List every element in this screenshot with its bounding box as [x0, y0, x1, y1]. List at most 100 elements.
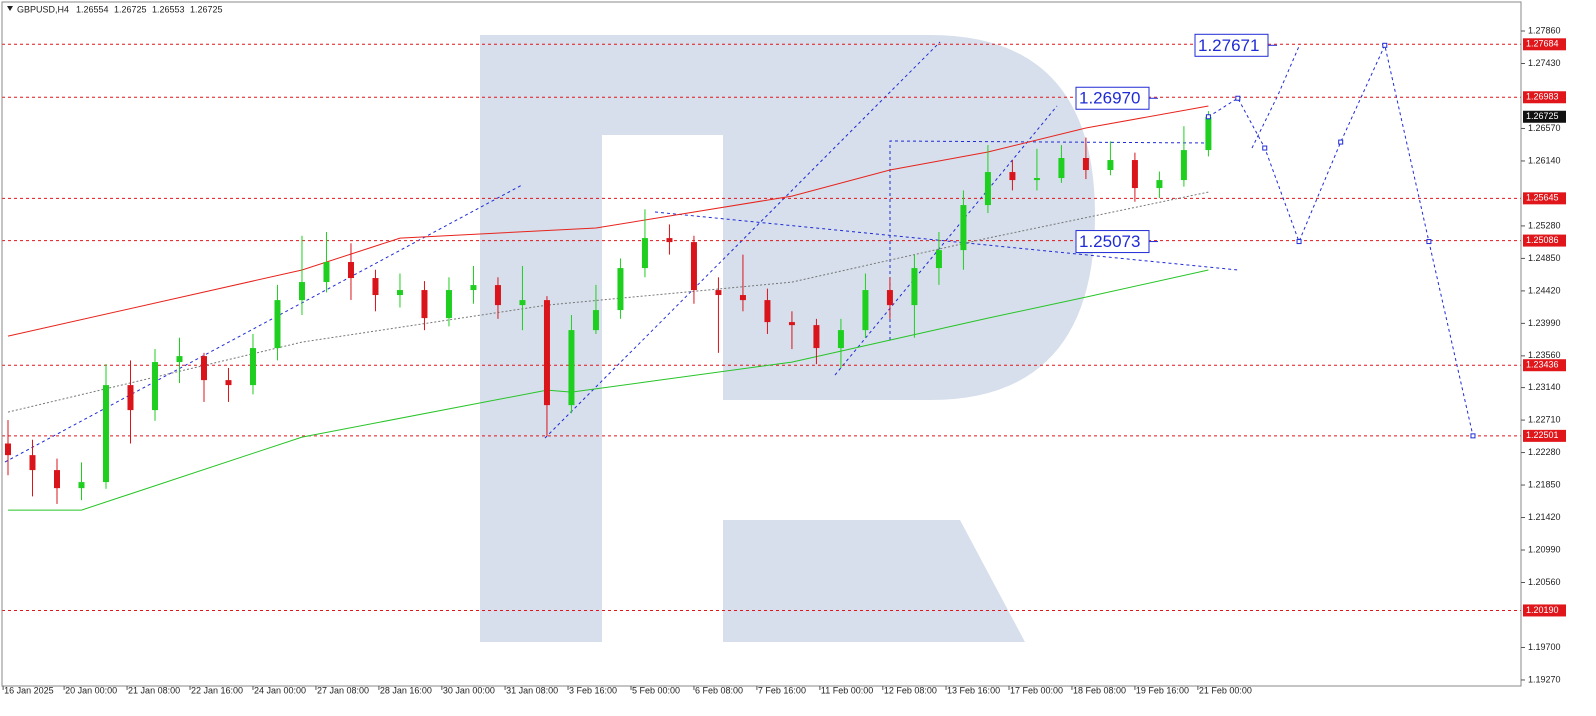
- plot-frame: [1, 1, 1522, 687]
- y-tick-label: 1.23990: [1528, 318, 1561, 328]
- candle-body: [470, 285, 477, 291]
- header-price: 1.26725: [190, 4, 223, 14]
- candle-body: [715, 290, 722, 296]
- candle-body: [1107, 160, 1114, 171]
- level-label-box: [1523, 91, 1566, 104]
- candle-body: [1058, 158, 1065, 179]
- candle-body: [519, 300, 526, 306]
- candle-body: [690, 242, 697, 291]
- y-tick-label: 1.27860: [1528, 25, 1561, 35]
- candle-body: [886, 290, 893, 306]
- candle-body: [837, 330, 844, 349]
- current-price-label: 1.26725: [1526, 111, 1559, 121]
- candle-body: [249, 348, 256, 386]
- x-tick-label: 24 Jan 00:00: [254, 685, 306, 695]
- level-label: 1.22501: [1526, 430, 1559, 440]
- y-tick-label: 1.21420: [1528, 512, 1561, 522]
- candle-body: [127, 385, 134, 411]
- candle-body: [396, 290, 403, 296]
- candle-body: [813, 325, 820, 349]
- x-tick-label: 18 Feb 08:00: [1073, 685, 1126, 695]
- level-label: 1.25645: [1526, 193, 1559, 203]
- candle-body: [274, 300, 281, 349]
- candle-body: [151, 362, 158, 411]
- candle-body: [1033, 178, 1040, 181]
- level-label: 1.23436: [1526, 360, 1559, 370]
- x-tick-label: 19 Feb 16:00: [1136, 685, 1189, 695]
- candle-body: [372, 278, 379, 296]
- level-label-box: [1523, 38, 1566, 51]
- x-tick-label: 13 Feb 16:00: [947, 685, 1000, 695]
- level-label-box: [1523, 429, 1566, 442]
- x-tick-label: 5 Feb 00:00: [632, 685, 680, 695]
- target-label: 1.27671: [1198, 36, 1259, 55]
- candle-body: [1009, 172, 1016, 181]
- candle-body: [102, 385, 109, 483]
- candle-body: [666, 238, 673, 243]
- candle-body: [641, 238, 648, 269]
- candle-body: [764, 300, 771, 323]
- target-label: 1.26970: [1079, 89, 1140, 108]
- candle-body: [421, 290, 428, 319]
- x-tick-label: 27 Jan 08:00: [317, 685, 369, 695]
- level-label-box: [1523, 234, 1566, 247]
- candle-body: [494, 285, 501, 306]
- candle-body: [323, 262, 330, 283]
- moving-average: [7, 191, 1209, 413]
- y-tick-label: 1.27430: [1528, 58, 1561, 68]
- x-tick-label: 16 Jan 2025: [4, 685, 54, 695]
- y-tick-label: 1.26140: [1528, 155, 1561, 165]
- y-tick-label: 1.20560: [1528, 577, 1561, 587]
- candle-body: [984, 172, 991, 206]
- candle-body: [935, 250, 942, 269]
- x-tick-label: 11 Feb 00:00: [821, 685, 873, 695]
- candle-body: [1180, 150, 1187, 181]
- candle-body: [739, 295, 746, 301]
- candle-body: [862, 290, 869, 331]
- candle-body: [347, 262, 354, 279]
- x-tick-label: 6 Feb 08:00: [695, 685, 743, 695]
- x-tick-label: 21 Feb 00:00: [1199, 685, 1252, 695]
- forecast-point: [1338, 139, 1344, 145]
- y-tick-label: 1.19700: [1528, 642, 1561, 652]
- candle-body: [298, 282, 305, 301]
- target-label: 1.25073: [1079, 232, 1140, 251]
- candle-body: [200, 356, 207, 381]
- x-tick-label: 21 Jan 08:00: [128, 685, 180, 695]
- y-tick-label: 1.20990: [1528, 544, 1561, 554]
- moving-average: [8, 269, 1209, 511]
- forecast-point: [1382, 42, 1388, 48]
- y-tick-label: 1.22280: [1528, 447, 1561, 457]
- level-label: 1.20190: [1526, 605, 1559, 615]
- watermark-logo: [480, 35, 1095, 642]
- header-price: 1.26725: [114, 4, 147, 14]
- forecast-point: [1205, 114, 1211, 120]
- level-label: 1.27684: [1526, 39, 1559, 49]
- forecast-point: [1426, 239, 1432, 245]
- level-label-box: [1523, 359, 1566, 372]
- y-tick-label: 1.21850: [1528, 479, 1561, 489]
- candle-body: [445, 290, 452, 319]
- candle-body: [1131, 160, 1138, 189]
- y-tick-label: 1.24420: [1528, 285, 1561, 295]
- level-label: 1.25086: [1526, 235, 1559, 245]
- x-tick-label: 22 Jan 16:00: [191, 685, 243, 695]
- current-price-box: [1523, 110, 1566, 123]
- plot-area: [2, 42, 1521, 611]
- forecast-point: [1262, 145, 1268, 151]
- x-tick-label: 7 Feb 16:00: [758, 685, 806, 695]
- candle-body: [176, 356, 183, 363]
- forecast-point: [1235, 95, 1241, 101]
- header-price: 1.26553: [152, 4, 185, 14]
- dropdown-icon: [7, 6, 13, 11]
- level-label-box: [1523, 604, 1566, 617]
- x-tick-label: 31 Jan 08:00: [506, 685, 558, 695]
- candle-body: [788, 322, 795, 326]
- candle-body: [592, 310, 599, 331]
- candle-body: [617, 268, 624, 311]
- y-tick-label: 1.19270: [1528, 674, 1561, 684]
- candle-body: [78, 482, 85, 489]
- candle-body: [5, 443, 12, 456]
- y-tick-label: 1.23560: [1528, 350, 1561, 360]
- candle-body: [225, 380, 232, 386]
